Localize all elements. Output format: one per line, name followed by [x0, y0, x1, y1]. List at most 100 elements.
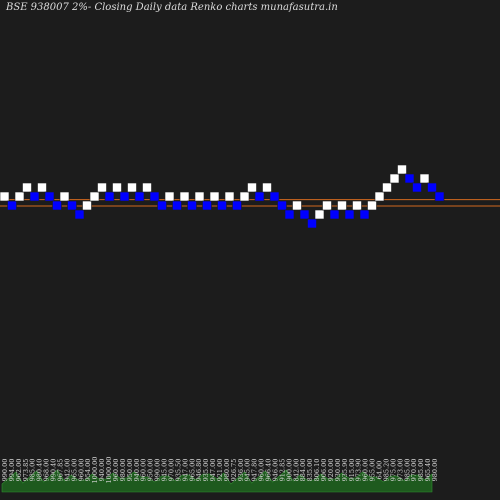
- renko-brick-down: [172, 200, 182, 211]
- renko-brick-down: [344, 209, 355, 220]
- renko-bricks: [0, 164, 445, 229]
- x-tick-label: 960.00: [77, 459, 85, 482]
- x-tick-label: 930.00: [334, 459, 342, 482]
- x-tick-label: 954.00: [84, 459, 92, 482]
- x-tick-label: 921.00: [216, 459, 224, 482]
- x-tick-label: 950.00: [126, 459, 134, 482]
- renko-brick-down: [187, 200, 197, 211]
- renko-brick-up: [247, 182, 257, 193]
- renko-brick-down: [299, 209, 310, 220]
- renko-brick-up: [164, 191, 175, 202]
- x-tick-label: 967.85: [56, 459, 64, 482]
- x-tick-label: 973.90: [355, 459, 363, 482]
- renko-brick-down: [359, 209, 370, 220]
- x-tick-label: 980.00: [119, 459, 127, 482]
- renko-brick-up: [194, 191, 205, 202]
- x-tick-label: 835.00: [306, 459, 314, 482]
- x-tick-label: 842.00: [292, 459, 300, 482]
- volume-area-path: [1, 469, 433, 493]
- x-tick-label: 985.00: [403, 459, 411, 482]
- renko-brick-up: [37, 182, 47, 193]
- renko-brick-down: [412, 182, 422, 193]
- x-tick-label: 965.00: [188, 459, 196, 482]
- renko-brick-down: [254, 191, 265, 202]
- renko-brick-up: [389, 173, 400, 184]
- renko-brick-up: [0, 191, 10, 202]
- x-tick-label: 942.00: [63, 459, 71, 482]
- x-tick-label: 980.00: [431, 459, 439, 482]
- x-tick-label: 973.00: [396, 459, 404, 482]
- x-tick-label: 1000.00: [91, 457, 99, 484]
- renko-brick-up: [127, 182, 137, 193]
- x-tick-label: 994.00: [8, 459, 16, 482]
- x-tick-label: 935.90: [341, 459, 349, 482]
- x-tick-label: 955.00: [369, 459, 377, 482]
- renko-brick-up: [22, 182, 32, 193]
- x-tick-label: 985.20: [382, 459, 390, 482]
- x-tick-label: 926.75: [230, 459, 238, 482]
- renko-brick-down: [52, 200, 62, 211]
- x-tick-label: 985.00: [417, 459, 425, 482]
- renko-brick-down: [44, 191, 55, 202]
- renko-brick-down: [434, 191, 445, 202]
- renko-brick-up: [419, 173, 430, 184]
- x-tick-label: 935.50: [174, 459, 182, 482]
- volume-area: [1, 469, 433, 493]
- chart-title: BSE 938007 2%- Closing Daily data Renko …: [6, 2, 338, 13]
- x-tick-label: 960.00: [258, 459, 266, 482]
- x-tick-label: 990.00: [154, 459, 162, 482]
- x-tick-label: 940.00: [98, 459, 106, 482]
- renko-brick-down: [74, 209, 85, 220]
- renko-brick-up: [352, 200, 362, 211]
- x-tick-label: 935.00: [202, 459, 210, 482]
- renko-brick-up: [367, 200, 377, 211]
- x-tick-label: 975.00: [389, 459, 397, 482]
- x-tick-label: 947.80: [251, 459, 259, 482]
- x-tick-label: 936.00: [237, 459, 245, 482]
- x-tick-label: 947.00: [209, 459, 217, 482]
- renko-brick-down: [269, 191, 280, 202]
- renko-brick-up: [112, 182, 122, 193]
- renko-brick-down: [404, 173, 415, 184]
- renko-brick-down: [149, 191, 160, 202]
- renko-brick-down: [277, 200, 287, 211]
- x-tick-label: 960.00: [140, 459, 148, 482]
- renko-brick-down: [7, 200, 17, 211]
- renko-brick-down: [202, 200, 212, 211]
- x-tick-label: 980.40: [36, 459, 44, 482]
- renko-brick-up: [59, 191, 70, 202]
- x-tick-label: 945.00: [244, 459, 252, 482]
- renko-brick-up: [14, 191, 25, 202]
- x-tick-label: 945.00: [161, 459, 169, 482]
- renko-brick-up: [142, 182, 152, 193]
- renko-brick-up: [322, 200, 332, 211]
- renko-brick-down: [104, 191, 115, 202]
- x-tick-label: 906.00: [320, 459, 328, 482]
- renko-brick-down: [217, 200, 227, 211]
- x-tick-label: 965.40: [424, 459, 432, 482]
- x-tick-label: 990.40: [50, 459, 58, 482]
- renko-brick-down: [232, 200, 242, 211]
- renko-brick-up: [292, 200, 302, 211]
- renko-brick-up: [397, 164, 407, 175]
- renko-brick-up: [314, 209, 325, 220]
- x-tick-label: 884.00: [299, 459, 307, 482]
- x-tick-label: 946.00: [271, 459, 279, 482]
- renko-brick-up: [82, 200, 92, 211]
- x-tick-label: 985.00: [29, 459, 37, 482]
- x-tick-label: 960.00: [362, 459, 370, 482]
- renko-brick-up: [209, 191, 220, 202]
- x-tick-label: 912.85: [278, 459, 286, 482]
- renko-brick-down: [307, 218, 317, 229]
- x-tick-label: 900.00: [285, 459, 293, 482]
- x-tick-label: 64.00: [376, 461, 384, 480]
- renko-brick-down: [67, 200, 77, 211]
- renko-brick-down: [119, 191, 130, 202]
- x-tick-label: 806.10: [313, 459, 321, 482]
- x-tick-label: 940.00: [133, 459, 141, 482]
- renko-brick-up: [262, 182, 272, 193]
- x-tick-label: 946.80: [195, 459, 203, 482]
- x-tick-label: 960.00: [112, 459, 120, 482]
